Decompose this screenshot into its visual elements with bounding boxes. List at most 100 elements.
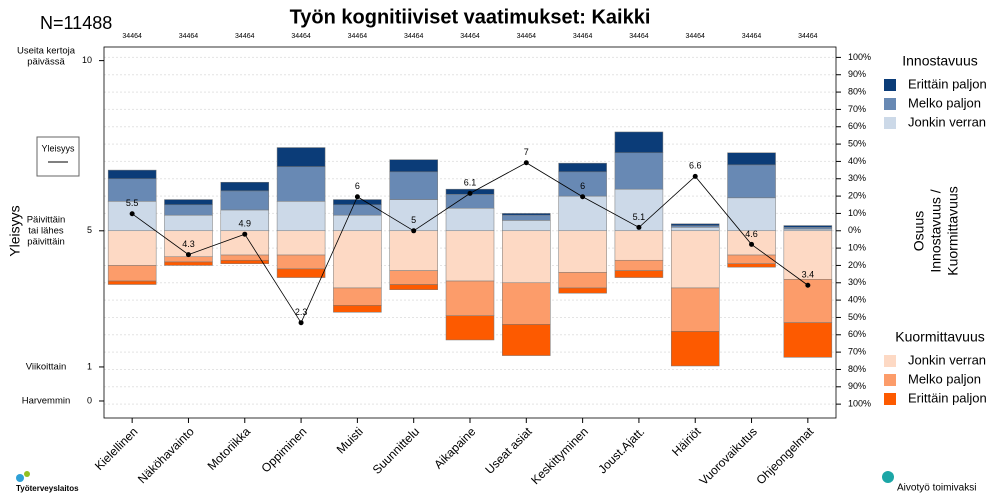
- bar-segment: [670, 287, 720, 332]
- legend-label: Melko paljon: [908, 371, 981, 386]
- x-tick-label: Keskittyminen: [528, 424, 591, 487]
- bar-segment: [670, 225, 720, 228]
- bar-segment: [389, 199, 438, 232]
- y-tick-name: tai lähes: [28, 225, 64, 236]
- line-value-label: 6: [355, 181, 360, 191]
- bar-segment: [389, 159, 438, 173]
- logo-ttl: Työterveyslaitos: [16, 471, 79, 493]
- count-label: 34464: [460, 33, 480, 40]
- y2-tick-label: 50%: [848, 312, 866, 322]
- x-tick-label: Joust.Ajatt.: [595, 424, 647, 476]
- legend-swatch: [884, 98, 896, 110]
- bar-segment: [614, 188, 664, 232]
- legend-swatch: [884, 355, 896, 367]
- bar-segment: [107, 280, 157, 285]
- logo-aivotyo: Aivotyö toimivaksi: [882, 471, 976, 494]
- bar-segment: [727, 164, 776, 199]
- count-label: 34464: [348, 33, 368, 40]
- x-tick-label: Oppiminen: [259, 424, 310, 475]
- y2-tick-label: 40%: [848, 156, 866, 166]
- bar-segment: [614, 131, 664, 154]
- count-label: 34464: [517, 33, 537, 40]
- count-label: 34464: [122, 33, 142, 40]
- bar-segment: [276, 147, 326, 167]
- y2-tick-label: 10%: [848, 208, 866, 218]
- y2-tick-label: 80%: [848, 364, 866, 374]
- bar-segment: [614, 152, 664, 190]
- bar-segment: [670, 230, 720, 289]
- legend-swatch: [884, 374, 896, 386]
- bar-segment: [220, 254, 270, 261]
- bar-segment: [783, 322, 833, 358]
- legend-title: Kuormittavuus: [895, 329, 984, 345]
- bar-segment: [107, 265, 157, 282]
- bar-segment: [670, 223, 720, 226]
- line-value-label: 6: [580, 181, 585, 191]
- logo-icon: [24, 471, 30, 477]
- bar-segment: [727, 263, 776, 268]
- n-label: N=11488: [40, 13, 112, 33]
- count-label: 34464: [404, 33, 424, 40]
- y2-tick-label: 40%: [848, 294, 866, 304]
- y2-tick-label: 80%: [848, 86, 866, 96]
- y2-tick-label: 20%: [848, 260, 866, 270]
- bar-segment: [558, 230, 607, 273]
- count-label: 34464: [742, 33, 762, 40]
- y-tick-label: 10: [82, 55, 92, 65]
- chart-title: Työn kognitiiviset vaatimukset: Kaikki: [290, 6, 651, 28]
- legend-title: Innostavuus: [902, 53, 978, 69]
- bar-segment: [220, 181, 270, 192]
- bar-segment: [333, 287, 382, 306]
- bar-segment: [164, 261, 213, 266]
- x-tick-label: Aikapaine: [431, 424, 478, 471]
- x-tick-label: Motoriikka: [205, 424, 254, 473]
- legend-swatch: [884, 117, 896, 129]
- y2-tick-label: 100%: [848, 52, 871, 62]
- legend-swatch: [884, 79, 896, 91]
- y2-tick-label: 70%: [848, 104, 866, 114]
- bar-segment: [164, 204, 213, 216]
- y-tick-name: päivittäin: [27, 236, 65, 247]
- y2-tick-label: 100%: [848, 399, 871, 409]
- bar-segment: [445, 280, 495, 316]
- bar-segment: [333, 305, 382, 313]
- bar-segment: [783, 225, 833, 228]
- legend-label: Jonkin verran: [908, 114, 986, 129]
- line-point: [242, 231, 248, 237]
- bar-segment: [670, 331, 720, 367]
- bar-segment: [502, 213, 551, 216]
- bar-segment: [107, 230, 157, 266]
- bar-segment: [614, 270, 664, 278]
- count-label: 34464: [798, 33, 818, 40]
- line-value-label: 5: [411, 215, 416, 225]
- y-axis-title: Yleisyys: [7, 205, 23, 256]
- bar-segment: [783, 230, 833, 280]
- x-tick-label: Suunnittelu: [370, 424, 422, 476]
- bar-segment: [727, 152, 776, 166]
- logo-text: Aivotyö toimivaksi: [897, 483, 976, 494]
- y2-axis-title: Osuus: [911, 211, 927, 251]
- bar-segment: [445, 194, 495, 209]
- bar-segment: [558, 195, 607, 232]
- bar-segment: [220, 190, 270, 211]
- y2-tick-label: 10%: [848, 242, 866, 252]
- x-tick-label: Kielellinen: [92, 424, 141, 473]
- line-value-label: 4.3: [182, 239, 195, 249]
- y2-tick-label: 30%: [848, 277, 866, 287]
- bar-segment: [389, 171, 438, 200]
- line-value-label: 5.1: [633, 212, 646, 222]
- x-tick-label: Vuorovaikutus: [697, 424, 760, 487]
- line-value-label: 4.9: [239, 219, 252, 229]
- bar-segment: [783, 227, 833, 230]
- legend-swatch: [884, 393, 896, 405]
- bar-segment: [502, 230, 551, 284]
- bar-segment: [276, 230, 326, 256]
- bar-segment: [389, 284, 438, 290]
- y2-tick-label: 0%: [848, 225, 861, 235]
- line-point: [354, 194, 360, 200]
- y-tick-label: 1: [87, 361, 92, 371]
- bar-segment: [558, 162, 607, 173]
- line-legend-box: [36, 136, 80, 177]
- y-tick-name: Useita kertoja: [17, 46, 76, 57]
- bar-segment: [445, 315, 495, 341]
